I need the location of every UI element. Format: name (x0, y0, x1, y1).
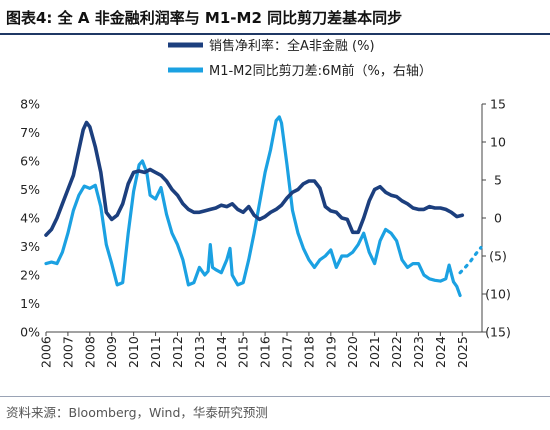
series-line-profit-margin (44, 120, 465, 237)
x-axis: 2006 2007 2008 2009 2010 2011 2012 2013 2014 2015… (39, 332, 470, 368)
series-projection-m1-m2 (458, 246, 483, 275)
legend: 销售净利率：全A非金融 (%) M1-M2同比剪刀差:6M前（%，右轴） (168, 38, 432, 79)
right-tick-label: 5 (494, 173, 502, 188)
x-tick-label: 2013 (192, 336, 207, 368)
chart-title: 图表4: 全 A 非金融利润率与 M1-M2 同比剪刀差基本同步 (6, 9, 403, 27)
x-tick-label: 2025 (455, 336, 470, 368)
x-tick-label: 2020 (345, 336, 360, 368)
x-tick-label: 2006 (39, 336, 54, 368)
x-tick-label: 2009 (104, 336, 119, 368)
line-chart: 0% 1% 2% 3% 4% 5% 6% 7% 8% (15) (10) (5) 0 5 10 15 200… (20, 38, 511, 368)
x-tick-label: 2008 (82, 336, 97, 368)
right-tick-label: (15) (485, 325, 511, 340)
right-tick-label: (10) (485, 287, 511, 302)
x-tick-label: 2007 (60, 336, 75, 368)
left-tick-label: 6% (20, 154, 40, 169)
x-tick-label: 2014 (214, 336, 229, 368)
right-tick-label: 10 (490, 135, 506, 150)
x-tick-label: 2016 (258, 336, 273, 368)
left-tick-label: 5% (20, 182, 40, 197)
chart-title-bar: 图表4: 全 A 非金融利润率与 M1-M2 同比剪刀差基本同步 (0, 0, 550, 35)
left-tick-label: 1% (20, 296, 40, 311)
left-tick-label: 7% (20, 125, 40, 140)
series-layer (44, 115, 483, 298)
left-tick-label: 3% (20, 239, 40, 254)
left-tick-label: 8% (20, 97, 40, 112)
right-tick-label: 0 (494, 211, 502, 226)
x-tick-label: 2015 (236, 336, 251, 368)
x-tick-label: 2022 (389, 336, 404, 368)
x-tick-label: 2018 (301, 336, 316, 368)
x-tick-label: 2021 (367, 336, 382, 368)
legend-label-m1-m2: M1-M2同比剪刀差:6M前（%，右轴） (209, 63, 432, 79)
series-line-m1-m2 (44, 115, 462, 298)
x-tick-label: 2023 (411, 336, 426, 368)
legend-label-profit-margin: 销售净利率：全A非金融 (%) (209, 38, 375, 54)
x-tick-label: 2012 (170, 336, 185, 368)
title-underline (0, 33, 550, 35)
source-divider (0, 396, 550, 397)
x-tick-label: 2019 (323, 336, 338, 368)
x-tick-label: 2024 (433, 336, 448, 368)
left-axis: 0% 1% 2% 3% 4% 5% 6% 7% 8% (20, 97, 40, 340)
x-tick-label: 2010 (126, 336, 141, 368)
left-tick-label: 0% (20, 325, 40, 340)
right-tick-label: 15 (490, 97, 506, 112)
left-tick-label: 2% (20, 268, 40, 283)
right-tick-label: (5) (489, 249, 507, 264)
x-tick-label: 2011 (148, 336, 163, 368)
left-tick-label: 4% (20, 211, 40, 226)
right-axis: (15) (10) (5) 0 5 10 15 (482, 97, 511, 340)
source-note: 资料来源：Bloomberg，Wind，华泰研究预测 (6, 405, 268, 420)
x-tick-label: 2017 (280, 336, 295, 368)
